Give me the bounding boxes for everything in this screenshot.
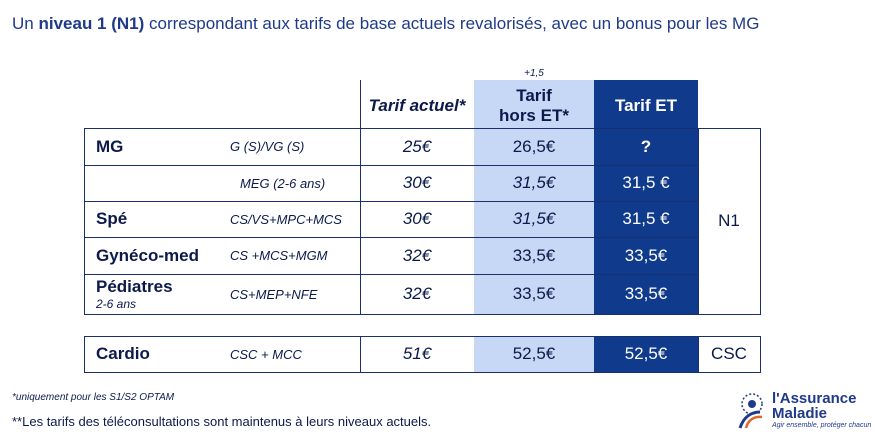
row-gyneco-tarif-et: 33,5€ bbox=[624, 245, 668, 265]
row-pediatres-code: CS+MEP+NFE bbox=[230, 286, 318, 302]
row-pediatres-tarif-actuel: 32€ bbox=[402, 284, 432, 303]
row-mg-specialty: MG bbox=[96, 136, 124, 156]
row-meg-code: MEG (2-6 ans) bbox=[240, 175, 326, 191]
tarif-et-cardio-bg bbox=[594, 336, 698, 372]
bonus-label: +1,5 bbox=[524, 67, 544, 79]
niveau-n1: N1 bbox=[718, 211, 740, 230]
row-cardio-tarif-hors-et: 52,5€ bbox=[512, 344, 556, 363]
row-gyneco-tarif-actuel: 32€ bbox=[402, 245, 432, 265]
assurance-maladie-logo: l'Assurance Maladie Agir ensemble, proté… bbox=[730, 388, 880, 432]
footnote-teleconsultation: **Les tarifs des téléconsultations sont … bbox=[12, 414, 432, 429]
row-meg-tarif-actuel: 30€ bbox=[402, 173, 432, 192]
header-tarif-hors-line1: Tarif bbox=[516, 86, 552, 105]
row-pediatres-specialty-cell: Pédiatres 2-6 ans bbox=[96, 274, 230, 314]
logo-tagline: Agir ensemble, protéger chacun bbox=[772, 422, 872, 429]
row-cardio-tarif-et: 52,5€ bbox=[624, 344, 668, 363]
row-cardio-tarif-actuel: 51€ bbox=[402, 344, 432, 363]
row-spe-tarif-et: 31,5 € bbox=[622, 209, 670, 228]
row-spe-specialty: Spé bbox=[96, 209, 128, 228]
row-spe-code: CS/VS+MPC+MCS bbox=[230, 211, 342, 227]
logo-line2: Maladie bbox=[772, 405, 828, 422]
logo-line1: l'Assurance bbox=[772, 390, 857, 407]
row-meg-tarif-et: 31,5 € bbox=[622, 173, 670, 192]
niveau-csc: CSC bbox=[711, 344, 747, 363]
row-spe-tarif-actuel: 30€ bbox=[402, 209, 432, 228]
page-title: Un niveau 1 (N1) correspondant aux tarif… bbox=[12, 14, 760, 33]
row-gyneco-specialty: Gynéco-med bbox=[96, 245, 199, 265]
row-pediatres-tarif-et: 33,5€ bbox=[624, 284, 668, 303]
header-tarif-hors-line2: hors ET* bbox=[499, 106, 569, 125]
assurance-maladie-emblem-icon bbox=[738, 393, 763, 429]
row-pediatres-tarif-hors-et: 33,5€ bbox=[512, 284, 556, 303]
row-gyneco-code: CS +MCS+MGM bbox=[230, 248, 328, 263]
row-cardio-specialty: Cardio bbox=[96, 344, 150, 363]
row-mg-code: G (S)/VG (S) bbox=[230, 139, 305, 154]
row-meg-tarif-hors-et: 31,5€ bbox=[512, 173, 556, 192]
header-tarif-hors-et: Tarif hors ET* bbox=[474, 84, 594, 128]
row-pediatres-sub: 2-6 ans bbox=[96, 297, 137, 311]
row-mg-tarif-actuel: 25€ bbox=[402, 136, 432, 156]
row-gyneco-tarif-hors-et: 33,5€ bbox=[512, 245, 556, 265]
tarif-et-column-bg bbox=[594, 80, 698, 314]
header-tarif-et: Tarif ET bbox=[614, 96, 678, 115]
row-cardio-code: CSC + MCC bbox=[230, 346, 302, 362]
row-mg-tarif-et: ? bbox=[640, 136, 652, 156]
tarif-hors-column-bg bbox=[474, 80, 594, 314]
row-mg-tarif-hors-et: 26,5€ bbox=[512, 136, 556, 156]
row-spe-tarif-hors-et: 31,5€ bbox=[512, 209, 556, 228]
tarif-hors-cardio-bg bbox=[474, 336, 594, 372]
footnote-optam: *uniquement pour les S1/S2 OPTAM bbox=[12, 392, 175, 403]
header-tarif-actuel: Tarif actuel* bbox=[368, 96, 466, 115]
row-pediatres-specialty: Pédiatres bbox=[96, 277, 173, 296]
